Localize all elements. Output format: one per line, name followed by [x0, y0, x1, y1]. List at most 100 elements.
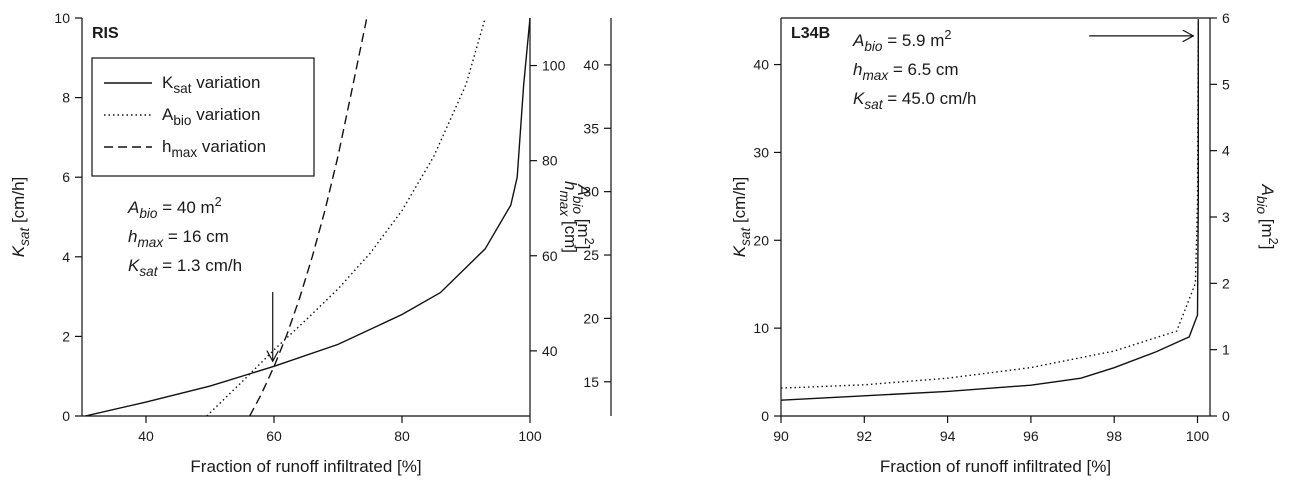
ksat-tick-label: 30 [753, 144, 769, 160]
annotation-line-main: h [853, 60, 862, 79]
annotation-line: Ksat = 45.0 cm/h [853, 89, 977, 112]
ksat-axis-label: Ksat [cm/h] [9, 177, 32, 258]
ksat-tick-label: 10 [54, 10, 70, 26]
abio-axis-label-close: ] [574, 245, 593, 250]
annotation: Abio = 40 m2 hmax = 16 cm Ksat = 1.3 cm/h [127, 194, 273, 361]
abio-tick-label: 100 [542, 58, 566, 74]
abio-axis-label-sup: 2 [582, 238, 597, 245]
legend-entry-sub: sat [173, 81, 191, 96]
ksat-axis-label-sub: sat [17, 227, 32, 246]
legend-entry-main: K [162, 73, 174, 92]
abio-tick-label: 4 [1222, 143, 1230, 159]
annotation-line-sub: max [137, 235, 164, 250]
annotation-line: Ksat = 1.3 cm/h [128, 256, 242, 279]
hmax-tick-label: 15 [583, 374, 599, 390]
ksat-tick-label: 0 [62, 408, 70, 424]
annotation-line-sub: sat [864, 97, 883, 112]
ksat-axis-label-rest: [cm/h] [730, 177, 749, 228]
abio-tick-label: 2 [1222, 275, 1230, 291]
legend-entry-rest: variation [191, 73, 260, 92]
abio-tick-label: 6 [1222, 10, 1230, 26]
annotation-line-rest: = 1.3 cm/h [157, 256, 242, 275]
annotation-line-rest: = 16 cm [163, 227, 229, 246]
ksat-axis-label: Ksat [cm/h] [730, 177, 753, 258]
hmax-tick-label: 30 [583, 184, 599, 200]
legend-entry-sub: max [171, 145, 197, 160]
x-tick-label: 94 [940, 428, 956, 444]
x-tick-label: 92 [857, 428, 873, 444]
x-axis-label: Fraction of runoff infiltrated [%] [190, 457, 421, 476]
abio-tick-label: 1 [1222, 342, 1230, 358]
x-tick-label: 100 [518, 428, 542, 444]
series-abio-line [781, 17, 1199, 389]
annotation-line-main: K [853, 89, 865, 108]
abio-axis-label: Abio [m2] [1254, 184, 1281, 250]
abio-tick-label: 5 [1222, 76, 1230, 92]
annotation-line-rest: = 5.9 m [882, 31, 944, 50]
abio-tick-label: 80 [542, 153, 558, 169]
ksat-tick-label: 10 [753, 320, 769, 336]
hmax-axis-label: hmax [cm] [557, 181, 580, 253]
annotation-line-sup: 2 [944, 27, 951, 42]
abio-axis-label: Abio [m2] [570, 184, 597, 250]
hmax-tick-label: 20 [583, 310, 599, 326]
legend: Ksat variation Abio variation hmax variati… [91, 57, 315, 177]
annotation-line: hmax = 6.5 cm [853, 60, 959, 83]
legend-entry: Ksat variation [162, 73, 260, 96]
x-tick-label: 80 [394, 428, 410, 444]
x-tick-label: 100 [1186, 428, 1210, 444]
annotation-line: Abio = 5.9 m2 [852, 27, 951, 54]
x-tick-label: 40 [138, 428, 154, 444]
ksat-axis-label-main: K [9, 245, 28, 257]
ksat-axis-label-main: K [730, 245, 749, 257]
legend-entry: hmax variation [162, 137, 266, 160]
abio-axis-label-sub: bio [570, 196, 585, 215]
annotation-line-main: A [127, 198, 139, 217]
ksat-axis-label-rest: [cm/h] [9, 177, 28, 228]
legend-entry-main: h [162, 137, 171, 156]
annotation-line-sup: 2 [215, 194, 222, 209]
ksat-tick-label: 8 [62, 90, 70, 106]
x-tick-label: 96 [1023, 428, 1039, 444]
ksat-tick-label: 4 [62, 249, 70, 265]
hmax-tick-label: 40 [583, 57, 599, 73]
annotation-line-rest: = 40 m [157, 198, 214, 217]
ksat-tick-label: 6 [62, 169, 70, 185]
annotation-line-main: h [128, 227, 137, 246]
abio-axis-label-sub: bio [1254, 196, 1269, 215]
abio-axis-label-main: A [1258, 184, 1277, 196]
hmax-tick-label: 35 [583, 120, 599, 136]
legend-box [91, 57, 315, 177]
legend-entry-main: A [162, 105, 174, 124]
hmax-axis-label-main: h [561, 181, 580, 190]
hmax-tick-label: 25 [583, 247, 599, 263]
annotation: Abio = 5.9 m2 hmax = 6.5 cm Ksat = 45.0 cm… [852, 27, 1193, 112]
x-tick-label: 90 [773, 428, 789, 444]
annotation-line: hmax = 16 cm [128, 227, 229, 250]
abio-axis-label-close: ] [1258, 245, 1277, 250]
abio-axis-label-rest: [m [1258, 214, 1277, 238]
abio-axis-label-main: A [574, 184, 593, 196]
hmax-axis-label-sub: max [557, 190, 572, 217]
ksat-tick-label: 40 [753, 57, 769, 73]
annotation-line: Abio = 40 m2 [127, 194, 222, 221]
legend-entry: Abio variation [162, 105, 260, 128]
legend-entry-sub: bio [173, 113, 191, 128]
series-ksat-line [781, 20, 1199, 401]
annotation-line-rest: = 45.0 cm/h [882, 89, 976, 108]
abio-tick-label: 0 [1222, 408, 1230, 424]
abio-tick-label: 60 [542, 248, 558, 264]
x-axis-label: Fraction of runoff infiltrated [%] [880, 457, 1111, 476]
annotation-line-main: K [128, 256, 140, 275]
annotation-line-sub: sat [139, 264, 158, 279]
series-ksat-line [85, 17, 531, 416]
ksat-tick-label: 0 [761, 408, 769, 424]
x-tick-label: 98 [1106, 428, 1122, 444]
x-tick-label: 60 [266, 428, 282, 444]
abio-axis-label-rest: [m [574, 214, 593, 238]
hmax-axis-label-rest: [cm] [561, 216, 580, 253]
ksat-axis-label-sub: sat [738, 227, 753, 246]
